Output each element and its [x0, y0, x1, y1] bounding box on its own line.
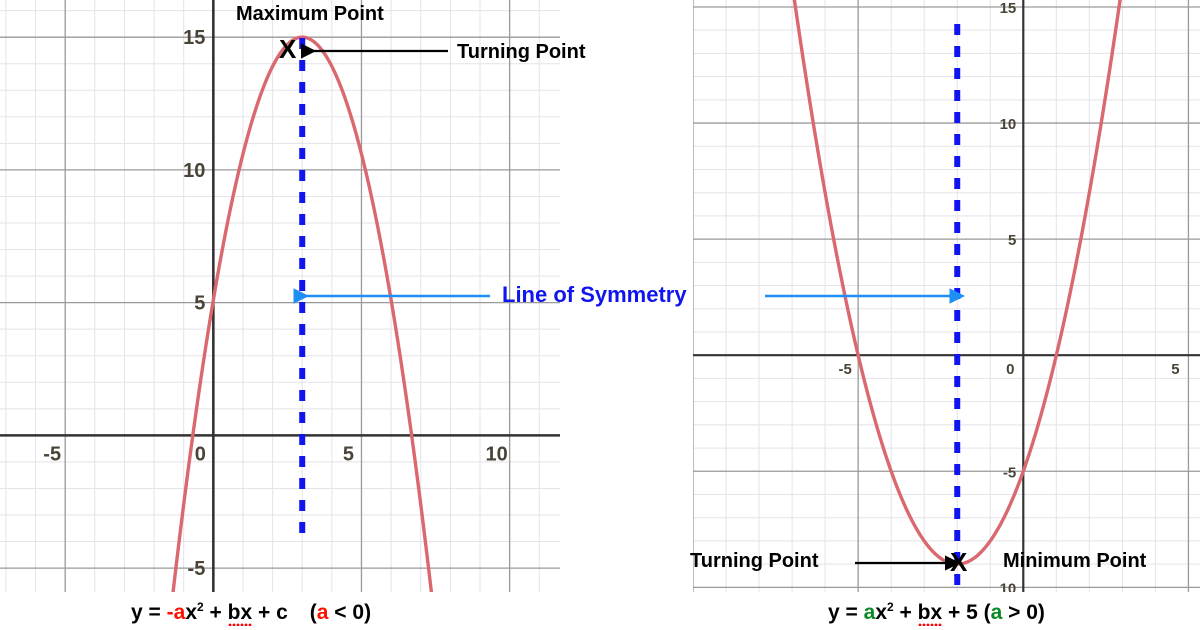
right-eq-exponent: 2: [887, 600, 894, 614]
svg-text:-5: -5: [1003, 464, 1016, 481]
right-eq-a: a: [863, 601, 876, 624]
svg-text:5: 5: [1171, 361, 1179, 378]
left-parabola-panel: -5 0 5 10 -5 5 10 15: [0, 0, 560, 592]
svg-text:10: 10: [1000, 580, 1017, 592]
left-eq-cond-open: (: [309, 601, 317, 624]
turning-point-label-left: Turning Point: [457, 41, 586, 63]
right-eq-bx: bx: [917, 601, 943, 626]
right-vertex-x-marker: X: [950, 547, 968, 577]
left-eq-exponent: 2: [197, 600, 204, 614]
left-eq-neg-a: -a: [166, 601, 186, 624]
right-eq-cond-rest: > 0): [1002, 601, 1045, 624]
left-eq-cond-a: a: [316, 601, 329, 624]
minimum-point-label: Minimum Point: [1003, 550, 1147, 572]
left-eq-cond-rest: < 0): [328, 601, 372, 624]
right-equation: y = ax2 + bx + 5 (a > 0): [828, 600, 1045, 626]
left-eq-plus2: + c: [252, 601, 288, 624]
left-vertex-x-marker: X: [279, 34, 297, 64]
line-of-symmetry-label: Line of Symmetry: [502, 282, 687, 307]
svg-text:5: 5: [1008, 232, 1016, 249]
turning-point-label-right: Turning Point: [690, 550, 819, 572]
right-eq-prefix: y =: [828, 601, 864, 624]
svg-text:10: 10: [1000, 116, 1017, 133]
svg-text:10: 10: [486, 443, 508, 465]
maximum-point-label: Maximum Point: [236, 3, 384, 25]
right-eq-plus1: +: [893, 601, 918, 624]
left-equation: y = -ax2 + bx + c (a < 0): [131, 600, 372, 626]
svg-text:0: 0: [1006, 361, 1014, 378]
svg-text:10: 10: [183, 160, 205, 182]
svg-text:5: 5: [194, 293, 205, 315]
left-eq-prefix: y =: [131, 601, 167, 624]
right-eq-plus2: + 5: [942, 601, 984, 624]
svg-text:-5: -5: [188, 558, 206, 580]
right-eq-x: x: [875, 601, 887, 624]
left-parabola-svg: -5 0 5 10 -5 5 10 15: [0, 0, 560, 592]
right-eq-cond-open: (: [983, 601, 991, 624]
svg-text:5: 5: [343, 443, 354, 465]
svg-text:0: 0: [195, 443, 206, 465]
left-grid-area: -5 0 5 10 -5 5 10 15: [0, 0, 560, 592]
right-eq-cond-a: a: [990, 601, 1003, 624]
svg-text:-5: -5: [43, 443, 61, 465]
svg-text:15: 15: [1000, 0, 1017, 17]
svg-text:-5: -5: [838, 361, 851, 378]
svg-text:15: 15: [183, 27, 205, 49]
left-eq-plus1: +: [203, 601, 228, 624]
left-eq-bx: bx: [227, 601, 253, 626]
left-eq-x: x: [185, 601, 197, 624]
